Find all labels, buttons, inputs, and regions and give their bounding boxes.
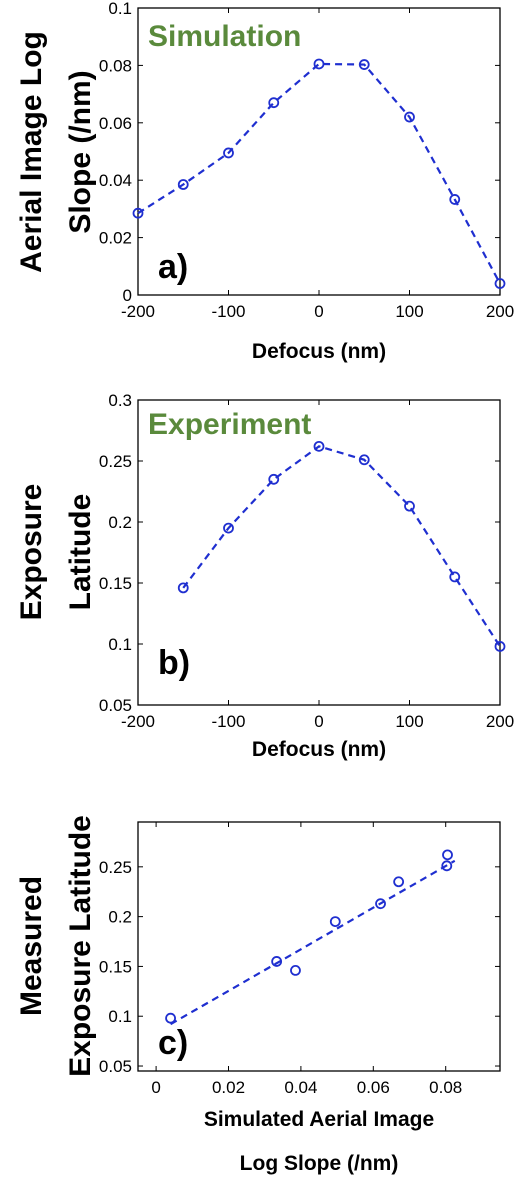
- panel-label: c): [158, 1024, 188, 1062]
- x-tick-label: 0.08: [429, 1078, 462, 1097]
- y-tick-label: 0.2: [108, 908, 132, 927]
- y-axis-label-line: Slope (/nm): [64, 70, 97, 233]
- y-tick-label: 0.3: [108, 391, 132, 410]
- data-point: [268, 473, 280, 485]
- y-tick-label: 0.25: [99, 858, 132, 877]
- data-point: [290, 965, 301, 976]
- data-point: [442, 849, 453, 861]
- data-point: [494, 641, 506, 652]
- fit-line: [170, 859, 456, 1026]
- y-tick-label: 0.1: [108, 635, 132, 654]
- x-tick-label: 100: [395, 712, 423, 731]
- x-tick-label: 0.02: [212, 1078, 245, 1097]
- y-tick-label: 0.25: [99, 452, 132, 471]
- y-tick-label: 0.2: [108, 513, 132, 532]
- data-point: [268, 97, 280, 109]
- y-axis-label-line: Latitude: [64, 494, 97, 611]
- y-tick-label: 0.02: [99, 229, 132, 248]
- x-tick-label: 200: [486, 302, 514, 321]
- x-axis-label-line: Log Slope (/nm): [240, 1152, 399, 1175]
- x-tick-label: 0.04: [284, 1078, 317, 1097]
- plot-frame: [137, 821, 501, 1072]
- y-axis-label-line: Aerial Image Log: [15, 31, 48, 273]
- series-line: [182, 445, 501, 648]
- data-point: [449, 571, 461, 583]
- x-tick-label: 100: [395, 302, 423, 321]
- data-point: [375, 898, 386, 910]
- y-tick-label: 0.05: [99, 1057, 132, 1076]
- y-axis-label-line: Measured: [15, 876, 48, 1016]
- data-point: [313, 58, 325, 70]
- data-point: [404, 500, 415, 512]
- data-point: [223, 147, 234, 159]
- y-tick-label: 0.04: [99, 171, 132, 190]
- x-tick-label: 0: [314, 712, 323, 731]
- data-point: [132, 207, 144, 219]
- chart-c: 0 0.02 0.04 0.06 0.08 0.05 0.1 0.15 0.2 0.25 c) Sim…: [15, 815, 501, 1175]
- data-point: [177, 179, 189, 190]
- x-tick-label: -100: [211, 302, 245, 321]
- annotation-label: Experiment: [148, 408, 311, 441]
- panel-label: a): [158, 248, 188, 286]
- x-axis-label: Defocus (nm): [252, 738, 386, 761]
- x-tick-label: -100: [211, 712, 245, 731]
- x-axis-label: Defocus (nm): [252, 340, 386, 363]
- data-point: [313, 440, 325, 452]
- data-point: [494, 278, 506, 289]
- y-tick-label: 0.1: [108, 1007, 132, 1026]
- panel-label: b): [158, 644, 190, 682]
- x-tick-label: -200: [121, 712, 155, 731]
- y-axis-label-line: Exposure Latitude: [64, 815, 97, 1077]
- series-line: [137, 62, 501, 285]
- y-tick-label: 0.06: [99, 114, 132, 133]
- data-point: [223, 522, 234, 534]
- chart-b: -200 -100 0 100 200 0.05 0.1 0.15 0.2 0.25 0.3 Expe…: [15, 391, 514, 761]
- y-tick-label: 0.15: [99, 957, 132, 976]
- data-point: [404, 111, 415, 123]
- y-tick-label: 0.1: [108, 0, 132, 18]
- y-axis-label-line: Exposure: [15, 484, 48, 621]
- data-point: [177, 582, 189, 594]
- x-axis-label-line: Simulated Aerial Image: [204, 1108, 434, 1131]
- y-tick-label: 0.15: [99, 574, 132, 593]
- data-point: [329, 916, 341, 927]
- chart-a: -200 -100 0 100 200 0 0.02 0.04 0.06 0.08 0.1 Simul…: [15, 0, 514, 363]
- data-point: [449, 194, 461, 205]
- data-point: [271, 956, 283, 967]
- x-tick-label: -200: [121, 302, 155, 321]
- annotation-label: Simulation: [148, 20, 301, 53]
- y-tick-label: 0.08: [99, 56, 132, 75]
- x-tick-label: 0.06: [357, 1078, 390, 1097]
- y-tick-label: 0: [123, 286, 132, 305]
- data-point: [358, 454, 370, 466]
- data-point: [358, 59, 370, 70]
- data-point: [441, 860, 453, 872]
- x-tick-label: 0: [314, 302, 323, 321]
- data-point: [165, 1012, 176, 1024]
- data-point: [393, 876, 405, 888]
- x-tick-label: 0: [151, 1078, 160, 1097]
- y-tick-label: 0.05: [99, 696, 132, 715]
- x-tick-label: 200: [486, 712, 514, 731]
